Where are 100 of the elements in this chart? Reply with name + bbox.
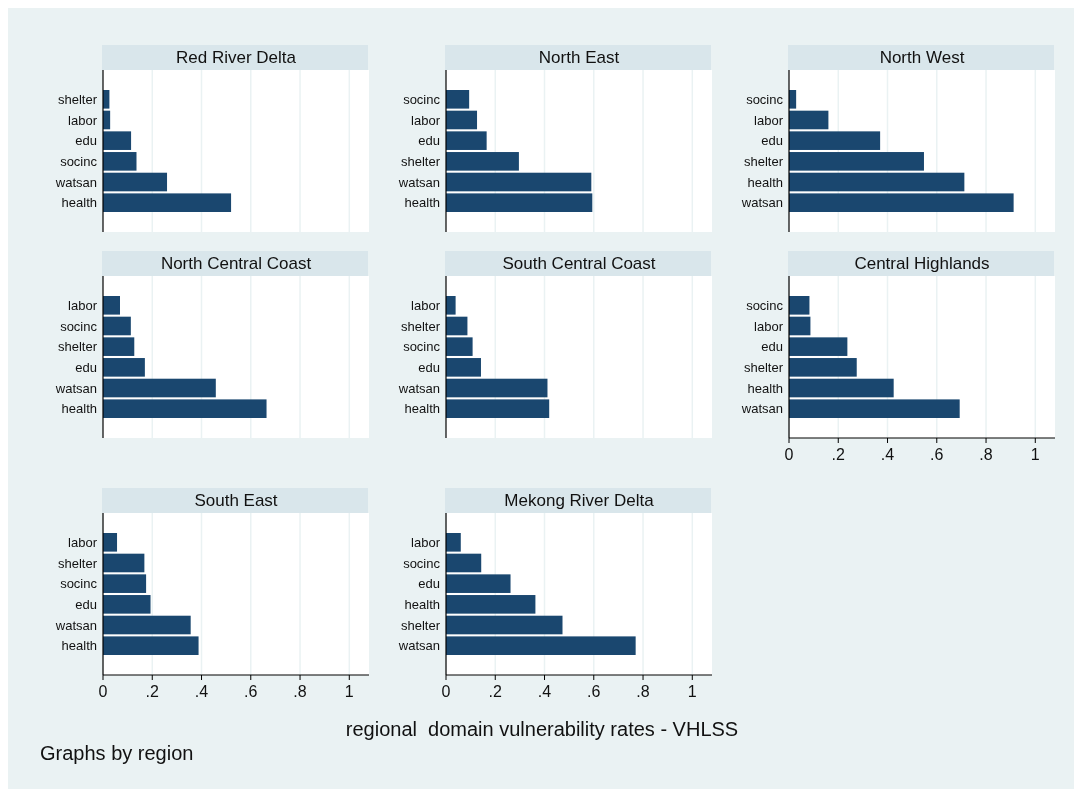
y-tick-label: labor xyxy=(754,112,784,128)
y-tick-label: shelter xyxy=(400,617,441,633)
bar xyxy=(446,152,519,171)
bar xyxy=(103,574,147,593)
x-tick-label: .8 xyxy=(636,683,650,700)
y-tick-label: watsan xyxy=(740,401,783,417)
y-tick-label: socinc xyxy=(746,297,784,313)
y-tick-label: socinc xyxy=(60,153,98,169)
chart-title: North West xyxy=(879,48,965,68)
bar xyxy=(789,152,924,171)
y-tick-label: socinc xyxy=(60,576,98,592)
bar xyxy=(103,193,232,212)
x-tick-label: 0 xyxy=(441,683,451,700)
bar xyxy=(446,296,456,315)
y-tick-label: labor xyxy=(411,297,441,313)
bar xyxy=(789,172,965,192)
x-tick-label: 0 xyxy=(98,683,108,700)
y-tick-label: shelter xyxy=(743,153,784,169)
x-tick-label: .2 xyxy=(831,446,846,463)
bar xyxy=(103,636,199,655)
x-tick-label: .6 xyxy=(930,446,944,463)
chart-title: South Central Coast xyxy=(502,254,656,274)
bar xyxy=(446,358,481,377)
text: Graphs by region xyxy=(40,742,194,764)
bar xyxy=(446,636,636,655)
x-tick-label: .6 xyxy=(244,683,258,700)
y-tick-label: shelter xyxy=(400,318,441,334)
bar xyxy=(446,574,511,593)
bar xyxy=(446,553,482,573)
y-tick-label: shelter xyxy=(57,91,98,107)
bar xyxy=(103,131,132,150)
y-tick-label: health xyxy=(404,195,440,211)
y-tick-label: edu xyxy=(418,576,440,592)
chart-title: Mekong River Delta xyxy=(504,491,655,511)
bar xyxy=(789,399,960,418)
bar xyxy=(789,110,829,130)
text: regional domain vulnerability rates - VHLSS xyxy=(345,718,739,740)
y-tick-label: watsan xyxy=(54,380,97,396)
bar xyxy=(446,193,593,212)
bar xyxy=(789,337,848,356)
x-tick-label: .4 xyxy=(880,446,895,463)
y-tick-label: labor xyxy=(754,318,784,334)
y-tick-label: watsan xyxy=(397,380,440,396)
x-tick-label: 1 xyxy=(1030,446,1040,463)
x-tick-label: .6 xyxy=(587,683,601,700)
y-tick-label: edu xyxy=(761,339,783,355)
bar xyxy=(103,296,120,315)
y-tick-label: shelter xyxy=(57,555,98,571)
y-tick-label: health xyxy=(404,596,440,612)
y-tick-label: shelter xyxy=(743,359,784,375)
chart-title: North East xyxy=(538,48,620,68)
x-tick-label: 1 xyxy=(687,683,697,700)
bar xyxy=(103,615,191,635)
y-tick-label: health xyxy=(404,401,440,417)
y-tick-label: edu xyxy=(418,359,440,375)
bar xyxy=(789,378,894,398)
bar xyxy=(446,595,536,614)
bar xyxy=(103,553,145,573)
bar xyxy=(103,378,216,398)
chart-title: Central Highlands xyxy=(854,254,990,274)
bar xyxy=(446,90,470,109)
y-tick-label: socinc xyxy=(403,91,441,107)
bar xyxy=(446,337,473,356)
y-tick-label: health xyxy=(747,380,783,396)
chart-title: South East xyxy=(194,491,278,511)
bar xyxy=(789,131,881,150)
y-tick-label: edu xyxy=(418,133,440,149)
y-tick-label: watsan xyxy=(54,174,97,190)
y-tick-label: health xyxy=(61,195,97,211)
chart-title: North Central Coast xyxy=(160,254,312,274)
y-tick-label: labor xyxy=(68,534,98,550)
bar xyxy=(103,337,135,356)
y-tick-label: health xyxy=(61,401,97,417)
bar xyxy=(103,533,118,552)
x-tick-label: .4 xyxy=(537,683,552,700)
bar xyxy=(446,533,461,552)
bar xyxy=(446,172,592,192)
x-tick-label: .8 xyxy=(293,683,307,700)
bar xyxy=(103,399,267,418)
x-tick-label: 1 xyxy=(344,683,354,700)
bar xyxy=(789,358,857,377)
y-tick-label: labor xyxy=(68,297,98,313)
x-tick-label: .8 xyxy=(979,446,993,463)
bar xyxy=(446,131,487,150)
y-tick-label: edu xyxy=(75,596,97,612)
chart-title: Red River Delta xyxy=(176,48,297,68)
y-tick-label: socinc xyxy=(403,339,441,355)
bar xyxy=(103,152,137,171)
y-tick-label: watsan xyxy=(740,195,783,211)
y-tick-label: socinc xyxy=(60,318,98,334)
bar xyxy=(103,172,168,192)
bar xyxy=(446,615,563,635)
x-tick-label: .2 xyxy=(145,683,160,700)
x-tick-label: .2 xyxy=(488,683,503,700)
bar xyxy=(103,358,145,377)
y-tick-label: labor xyxy=(411,112,441,128)
x-tick-label: .4 xyxy=(194,683,209,700)
bar xyxy=(789,296,810,315)
y-tick-label: shelter xyxy=(400,153,441,169)
bar xyxy=(446,399,550,418)
